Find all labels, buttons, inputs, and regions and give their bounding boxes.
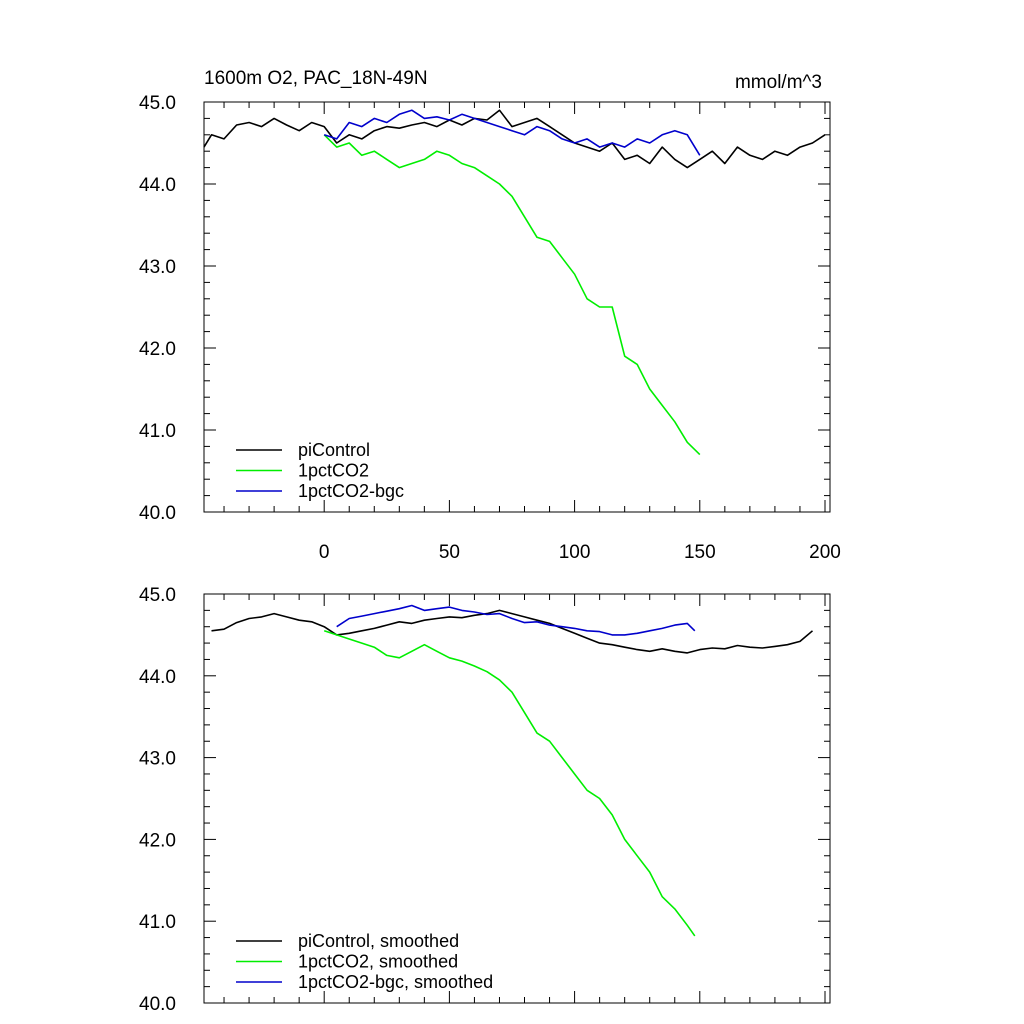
legend-label: 1pctCO2 bbox=[298, 461, 369, 481]
units-label: mmol/m^3 bbox=[735, 72, 822, 93]
series-line-2 bbox=[323, 630, 696, 937]
series-line-2 bbox=[323, 134, 701, 456]
y-tick-label: 45.0 bbox=[139, 93, 176, 114]
y-tick-label: 42.0 bbox=[139, 830, 176, 851]
top-panel: 40.0 41.0 42.0 43.0 44.0 45.0 0 50 100 150 200 1600… bbox=[139, 68, 841, 563]
x-tick-label: 150 bbox=[684, 542, 716, 563]
y-tick-label: 43.0 bbox=[139, 749, 176, 770]
series-line-1 bbox=[203, 109, 826, 169]
legend-label: piControl bbox=[298, 440, 370, 460]
bottom-panel: 40.0 41.0 42.0 43.0 44.0 45.0 piControl, smoot… bbox=[139, 585, 831, 1015]
y-tick-label: 40.0 bbox=[139, 994, 176, 1015]
y-tick-label: 44.0 bbox=[139, 175, 176, 196]
x-tick-label: 100 bbox=[559, 542, 591, 563]
plot-frame bbox=[203, 593, 831, 1004]
legend-label: 1pctCO2-bgc, smoothed bbox=[298, 972, 493, 992]
legend-label: piControl, smoothed bbox=[298, 931, 459, 951]
x-tick-label: 0 bbox=[319, 542, 330, 563]
legend-label: 1pctCO2-bgc bbox=[298, 481, 404, 501]
chart-title: 1600m O2, PAC_18N-49N bbox=[204, 68, 428, 89]
x-tick-label: 200 bbox=[809, 542, 841, 563]
series-line-3 bbox=[323, 109, 701, 156]
y-tick-label: 43.0 bbox=[139, 257, 176, 278]
y-tick-label: 42.0 bbox=[139, 339, 176, 360]
plot-frame bbox=[203, 101, 831, 513]
x-tick-label: 50 bbox=[439, 542, 460, 563]
y-tick-label: 44.0 bbox=[139, 667, 176, 688]
y-tick-label: 40.0 bbox=[139, 503, 176, 524]
series-line-1 bbox=[211, 609, 814, 654]
series-line-3 bbox=[336, 604, 696, 636]
legend-label: 1pctCO2, smoothed bbox=[298, 952, 458, 972]
y-tick-label: 41.0 bbox=[139, 912, 176, 933]
y-tick-label: 41.0 bbox=[139, 421, 176, 442]
y-tick-label: 45.0 bbox=[139, 585, 176, 606]
